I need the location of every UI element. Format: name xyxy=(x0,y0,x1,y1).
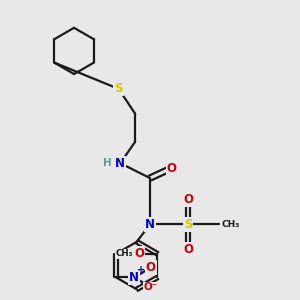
Text: S: S xyxy=(114,82,123,95)
Text: O⁻: O⁻ xyxy=(144,282,158,292)
Text: CH₃: CH₃ xyxy=(115,249,133,258)
Text: N: N xyxy=(115,157,125,170)
Text: H: H xyxy=(103,158,112,167)
Text: N: N xyxy=(145,218,155,231)
Text: N: N xyxy=(129,271,140,284)
Text: O: O xyxy=(146,261,156,274)
Text: O: O xyxy=(167,162,176,175)
Text: CH₃: CH₃ xyxy=(221,220,239,229)
Text: O: O xyxy=(134,247,144,260)
Text: +: + xyxy=(137,265,145,275)
Text: O: O xyxy=(183,193,193,206)
Text: O: O xyxy=(183,243,193,256)
Text: S: S xyxy=(184,218,192,231)
